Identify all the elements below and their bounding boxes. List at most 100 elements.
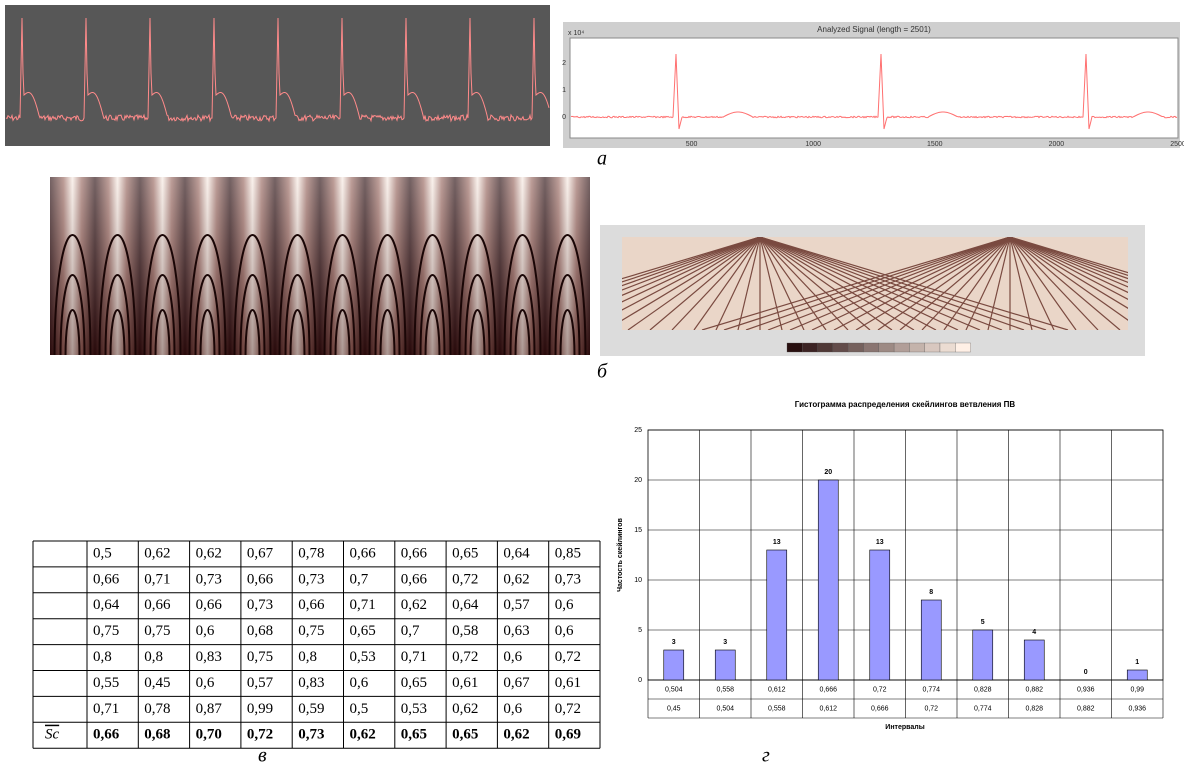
phase-line: [789, 237, 1011, 330]
table-cell: 0,5: [350, 701, 369, 717]
y-tick-label: 25: [634, 427, 642, 434]
x-tick-label: 0,936: [1077, 686, 1095, 693]
ridge: [104, 274, 131, 356]
phase-line: [1009, 237, 1128, 280]
table-cell: 0,5: [93, 545, 112, 561]
colorbar-cell: [863, 342, 879, 353]
y-tick-label: 1: [562, 87, 566, 94]
bar: [972, 629, 994, 681]
signal-plot: [569, 37, 1179, 139]
table-cell: 0,75: [93, 623, 119, 639]
ridge: [109, 309, 126, 356]
table-cell: 0,66: [298, 597, 325, 613]
table-cell: 0,66: [247, 571, 274, 587]
table-cell: 0,78: [144, 701, 170, 717]
table-cell: 0,66: [401, 545, 428, 561]
colorbar-cell: [955, 342, 971, 353]
table-cell: 0,63: [503, 623, 529, 639]
ridge: [323, 234, 362, 356]
phase-line: [1009, 237, 1077, 330]
y-tick-label: 20: [634, 477, 642, 484]
ridge: [289, 309, 306, 356]
x-tick-label: 0,774: [974, 705, 992, 712]
phase-line: [899, 237, 1011, 330]
x-tick-label: 2500: [1170, 141, 1184, 148]
x-tick-label: 0,666: [871, 705, 889, 712]
phase-line: [1009, 237, 1128, 309]
table-cell: 0,8: [93, 649, 112, 665]
table-cell: 0,62: [144, 545, 170, 561]
table-cell: 0,67: [247, 545, 274, 561]
phase-line: [759, 237, 1047, 330]
phase-line: [759, 237, 783, 330]
phase-line: [759, 237, 1025, 330]
colorbar-cell: [909, 342, 925, 353]
table-cell: 0,66: [93, 571, 120, 587]
y-tick-label: 15: [634, 527, 642, 534]
phase-line: [759, 237, 915, 330]
table-cell: 0,66: [196, 597, 223, 613]
phase-line: [759, 237, 937, 330]
table-cell: 0,71: [350, 597, 376, 613]
phase-line: [921, 237, 1011, 330]
phase-line: [1009, 237, 1128, 321]
table-cell: 0,73: [247, 597, 273, 613]
signal-exponent: x 10⁴: [568, 30, 584, 37]
ridge: [419, 274, 446, 356]
phase-line: [723, 237, 1011, 330]
colorbar-cell: [817, 342, 834, 353]
colorbar-cell: [939, 342, 956, 353]
table-cell: 0,57: [503, 597, 530, 613]
phase-line: [811, 237, 1011, 330]
table-cell: 0,99: [247, 701, 273, 717]
table-cell: 0,72: [452, 649, 478, 665]
ridge: [464, 274, 491, 356]
ridge: [374, 274, 401, 356]
colorbar-cell: [802, 342, 818, 353]
mean-cell: 0,72: [247, 727, 273, 743]
phase-line: [745, 237, 1011, 330]
phase-line: [759, 237, 827, 330]
value-label: 13: [773, 539, 781, 546]
table-cell: 0,64: [503, 545, 530, 561]
caption: в: [258, 745, 267, 763]
ridge: [424, 309, 441, 356]
phase-line: [759, 237, 1069, 330]
phase-line: [965, 237, 1011, 330]
phase-line: [855, 237, 1011, 330]
table-cell: 0,72: [452, 571, 478, 587]
phase-line: [622, 237, 761, 322]
ridge: [98, 234, 137, 356]
signal-trace: [570, 53, 1178, 130]
table-cell: 0,67: [503, 675, 530, 691]
value-label: 3: [723, 639, 727, 646]
phase-line: [622, 237, 761, 311]
phase-line: [1009, 237, 1128, 277]
table-cell: 0,53: [350, 649, 376, 665]
chart-title: Гистограмма распределения скейлингов вет…: [795, 400, 1016, 409]
colorbar-cell: [878, 342, 895, 353]
table-cell: 0,55: [93, 675, 119, 691]
table-cell: 0,58: [452, 623, 478, 639]
mean-cell: 0,62: [503, 727, 529, 743]
table-cell: 0,8: [298, 649, 317, 665]
phase-line: [622, 237, 761, 283]
table-cell: 0,72: [555, 649, 581, 665]
phase-line: [987, 237, 1011, 330]
x-tick-label: 0,504: [716, 705, 734, 712]
caption: г: [762, 745, 770, 763]
ridge: [59, 274, 86, 356]
x-tick-label: 2000: [1049, 141, 1065, 148]
ridge: [188, 234, 227, 356]
ridge: [554, 274, 581, 356]
table-cell: 0,65: [401, 675, 427, 691]
table-cell: 0,6: [196, 623, 215, 639]
table-cell: 0,7: [401, 623, 420, 639]
bar: [663, 649, 685, 681]
phase-line: [877, 237, 1011, 330]
table-cell: 0,65: [452, 545, 478, 561]
x-tick-label: 0,558: [716, 686, 734, 693]
phase-line: [759, 237, 981, 330]
table-cell: 0,75: [247, 649, 273, 665]
table-cell: 0,45: [144, 675, 170, 691]
